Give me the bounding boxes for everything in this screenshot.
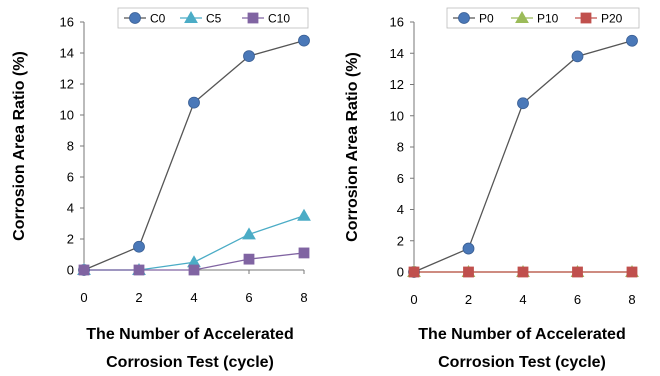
- x-axis-title-line2: Corrosion Test (cycle): [106, 354, 274, 371]
- y-tick-label: 6: [397, 171, 404, 186]
- chart-panel-1: 0 2 4 6 8 10 12 14 16 0 2 4 6 8 Corrosion Area Ratio (…: [11, 7, 311, 371]
- y-tick-label: 10: [60, 108, 74, 123]
- data-point-P0: [517, 97, 529, 110]
- legend-label-P0: P0: [479, 11, 494, 25]
- legend-label-C5: C5: [206, 11, 222, 25]
- y-tick-label: 16: [390, 15, 404, 30]
- y-tick-label: 8: [397, 140, 404, 155]
- legend-label-C10: C10: [268, 11, 290, 25]
- x-axis-title-line2: Corrosion Test (cycle): [438, 354, 606, 371]
- x-tick-label: 8: [300, 290, 307, 305]
- data-point-C0: [133, 240, 145, 253]
- legend-label-P20: P20: [601, 11, 623, 25]
- x-tick-label: 4: [190, 290, 197, 305]
- data-point-C5: [297, 208, 311, 221]
- series-line-P0: [413, 40, 633, 273]
- data-point-P20: [626, 266, 638, 278]
- data-point-C0: [298, 34, 310, 47]
- data-point-C5: [242, 227, 256, 240]
- data-point-P0: [571, 50, 584, 63]
- legend-box: [117, 7, 309, 29]
- y-tick-label: 12: [60, 77, 74, 92]
- legend-marker-C10: [247, 12, 259, 24]
- legend-marker-P10: [515, 10, 529, 24]
- legend-marker-C5: [184, 10, 198, 24]
- y-tick-label: 8: [67, 139, 74, 154]
- y-tick-label: 2: [67, 232, 74, 247]
- data-point-C10: [133, 264, 145, 276]
- y-tick-label: 0: [67, 263, 74, 278]
- legend-marker-P0: [458, 12, 470, 24]
- x-tick-label: 6: [245, 290, 252, 305]
- series-line-C0: [83, 39, 305, 271]
- x-tick-label: 0: [410, 292, 417, 307]
- data-point-P20: [408, 266, 420, 278]
- x-tick-label: 4: [519, 292, 526, 307]
- data-point-P20: [572, 266, 583, 278]
- y-tick-label: 0: [397, 265, 404, 280]
- legend-marker-C0: [129, 12, 141, 24]
- data-point-P20: [517, 266, 529, 278]
- y-tick-label: 4: [397, 202, 404, 217]
- data-point-C0: [243, 50, 255, 62]
- x-tick-label: 0: [80, 290, 87, 305]
- x-tick-label: 2: [135, 290, 142, 305]
- data-point-P0: [462, 242, 475, 255]
- data-point-C10: [243, 253, 255, 265]
- legend: P0 P10 P20: [446, 7, 640, 29]
- y-tick-label: 14: [390, 46, 404, 61]
- chart-panel-2: 0 2 4 6 8 10 12 14 16 0 2 4 6 8 Corrosion Area Ratio (…: [344, 7, 640, 371]
- y-axis-title: Corrosion Area Ratio (%): [344, 52, 361, 242]
- y-tick-label: 6: [67, 170, 74, 185]
- y-axis-title: Corrosion Area Ratio (%): [11, 51, 28, 241]
- data-point-C0: [188, 96, 200, 109]
- x-tick-label: 8: [628, 292, 635, 307]
- y-tick-label: 4: [67, 201, 74, 216]
- data-point-P20: [463, 266, 474, 278]
- data-point-C10: [298, 247, 310, 259]
- data-point-C10: [78, 264, 90, 276]
- y-tick-label: 16: [60, 15, 74, 30]
- y-tick-label: 10: [390, 108, 404, 123]
- legend-label-P10: P10: [537, 11, 559, 25]
- y-tick-label: 14: [60, 46, 74, 61]
- y-tick-label: 12: [390, 77, 404, 92]
- legend: C0 C5 C10: [117, 7, 309, 29]
- x-tick-label: 6: [574, 292, 581, 307]
- y-tick-label: 2: [397, 233, 404, 248]
- x-axis-title-line1: The Number of Accelerated: [86, 326, 293, 343]
- data-point-C10: [188, 264, 200, 276]
- x-tick-label: 2: [465, 292, 472, 307]
- legend-label-C0: C0: [150, 11, 166, 25]
- x-axis-title-line1: The Number of Accelerated: [418, 326, 625, 343]
- legend-marker-P20: [580, 12, 592, 24]
- data-point-P0: [626, 34, 638, 47]
